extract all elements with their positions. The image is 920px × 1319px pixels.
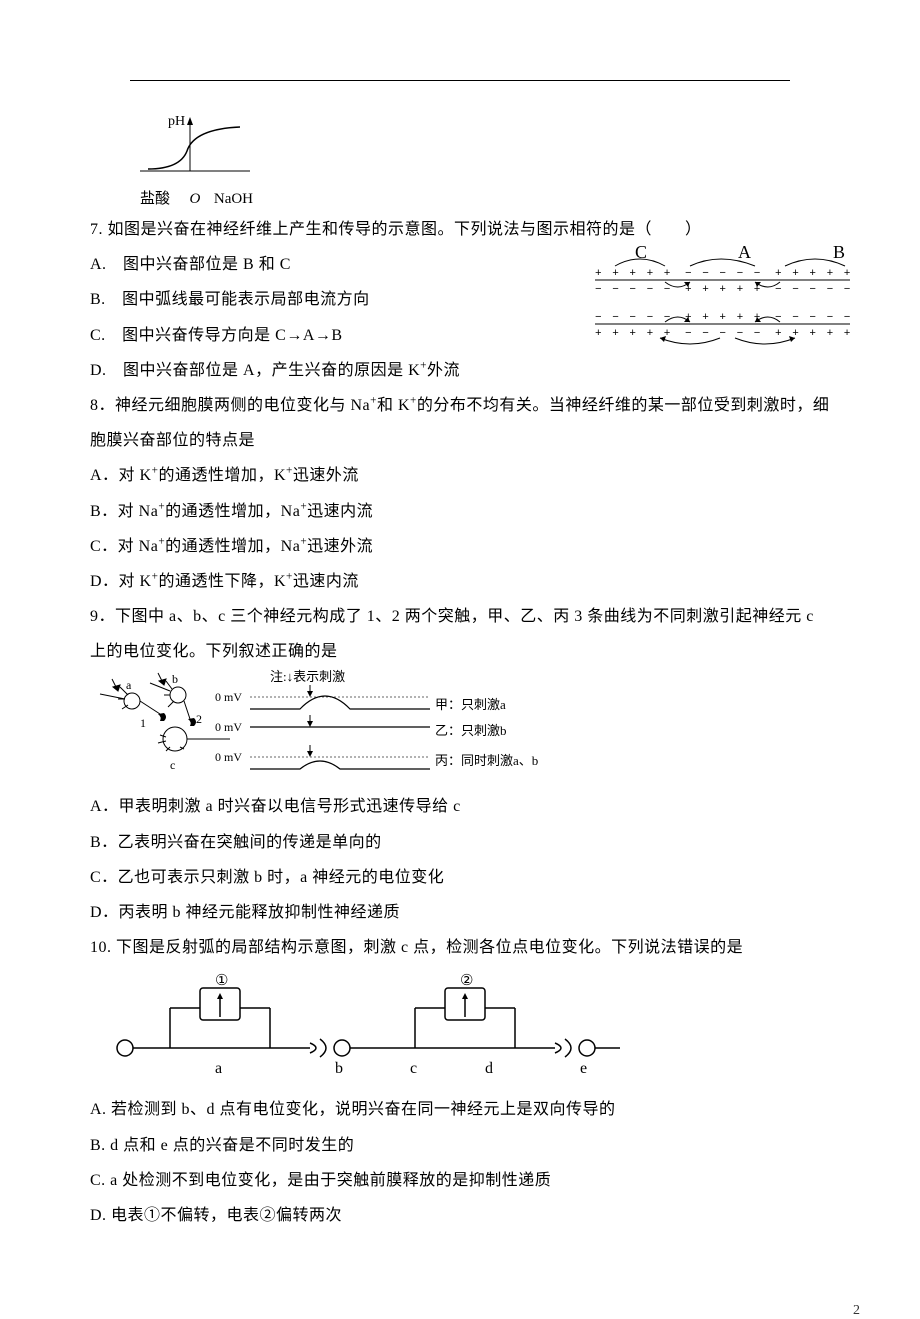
q8-C: C．对 Na+的通透性增加，Na+迅速外流 [90, 529, 830, 564]
q8-A: A．对 K+的通透性增加，K+迅速外流 [90, 458, 830, 493]
q9-C: C．乙也可表示只刺激 b 时，a 神经元的电位变化 [90, 860, 830, 895]
note: 注:↓表示刺激 [270, 669, 345, 684]
svg-text:+ + + + +: + + + + + [685, 284, 762, 296]
lbl-1: 1 [140, 716, 146, 730]
question-7: 7. 如图是兴奋在神经纤维上产生和传导的示意图。下列说法与图示相符的是（ ） C… [90, 212, 830, 388]
svg-text:− − − − −: − − − − − [775, 312, 852, 324]
q10-D: D. 电表①不偏转，电表②偏转两次 [90, 1198, 830, 1233]
ph-ylabel: pH [168, 114, 185, 129]
trace-yi: 乙：只刺激b [435, 723, 507, 738]
svg-text:− − − − −: − − − − − [595, 284, 672, 296]
svg-text:0 mV: 0 mV [215, 690, 242, 704]
svg-text:+ + + + +: + + + + + [595, 268, 672, 280]
svg-text:+ + + + +: + + + + + [775, 328, 852, 340]
question-9: 9．下图中 a、b、c 三个神经元构成了 1、2 两个突触，甲、乙、丙 3 条曲… [90, 599, 830, 930]
figure-nerve-fiber: C A B + + + + + − − − − − + + + + + − − … [590, 242, 860, 352]
q10-stem: 10. 下图是反射弧的局部结构示意图，刺激 c 点，检测各位点电位变化。下列说法… [90, 930, 830, 965]
question-10: 10. 下图是反射弧的局部结构示意图，刺激 c 点，检测各位点电位变化。下列说法… [90, 930, 830, 1233]
trace-jia: 甲：只刺激a [435, 697, 506, 712]
question-8: 8．神经元细胞膜两侧的电位变化与 Na+和 K+的分布不均有关。当神经纤维的某一… [90, 388, 830, 599]
lbl-c: c [170, 758, 175, 772]
q9-stem: 9．下图中 a、b、c 三个神经元构成了 1、2 两个突触，甲、乙、丙 3 条曲… [90, 599, 830, 669]
q9-A: A．甲表明刺激 a 时兴奋以电信号形式迅速传导给 c [90, 789, 830, 824]
pt-a: a [215, 1060, 222, 1077]
q9-B: B．乙表明兴奋在突触间的传递是单向的 [90, 825, 830, 860]
svg-text:+ + + + +: + + + + + [775, 268, 852, 280]
pt-c: c [410, 1060, 417, 1077]
svg-text:0 mV: 0 mV [215, 720, 242, 734]
meter1-label: ① [215, 973, 228, 989]
svg-text:− − − − −: − − − − − [595, 312, 672, 324]
q8-stem: 8．神经元细胞膜两侧的电位变化与 Na+和 K+的分布不均有关。当神经纤维的某一… [90, 388, 830, 458]
label-B: B [833, 242, 845, 262]
ph-origin: O [190, 191, 201, 207]
svg-text:− − − − −: − − − − − [685, 268, 762, 280]
ph-xleft: 盐酸 [140, 191, 170, 207]
lbl-b: b [172, 672, 178, 686]
trace-bing: 丙：同时刺激a、b [435, 753, 538, 768]
svg-text:+ + + + +: + + + + + [685, 312, 762, 324]
q10-B: B. d 点和 e 点的兴奋是不同时发生的 [90, 1128, 830, 1163]
lbl-a: a [126, 678, 132, 692]
pt-d: d [485, 1060, 493, 1077]
svg-text:− − − − −: − − − − − [685, 328, 762, 340]
label-A: A [738, 242, 751, 262]
svg-text:0 mV: 0 mV [215, 750, 242, 764]
pt-b: b [335, 1060, 343, 1077]
svg-text:− − − − −: − − − − − [775, 284, 852, 296]
q8-D: D．对 K+的通透性下降，K+迅速内流 [90, 564, 830, 599]
q9-D: D．丙表明 b 神经元能释放抑制性神经递质 [90, 895, 830, 930]
figure-synapse-traces: a b c 1 2 注:↓表示刺激 0 mV 甲：只刺激a 0 mV 乙：只刺激… [90, 669, 830, 789]
ph-xright: NaOH [214, 191, 253, 207]
q10-A: A. 若检测到 b、d 点有电位变化，说明兴奋在同一神经元上是双向传导的 [90, 1092, 830, 1127]
figure-reflex-arc: ① ② a b c d e [110, 973, 830, 1088]
page-number: 2 [0, 1303, 920, 1319]
q8-B: B．对 Na+的通透性增加，Na+迅速内流 [90, 494, 830, 529]
q7-D: D. 图中兴奋部位是 A，产生兴奋的原因是 K+外流 [90, 353, 830, 388]
q10-C: C. a 处检测不到电位变化，是由于突触前膜释放的是抑制性递质 [90, 1163, 830, 1198]
lbl-2: 2 [196, 712, 202, 726]
figure-ph-graph: pH 盐酸 O NaOH [140, 111, 830, 208]
meter2-label: ② [460, 973, 473, 989]
top-rule [130, 80, 790, 81]
pt-e: e [580, 1060, 587, 1077]
